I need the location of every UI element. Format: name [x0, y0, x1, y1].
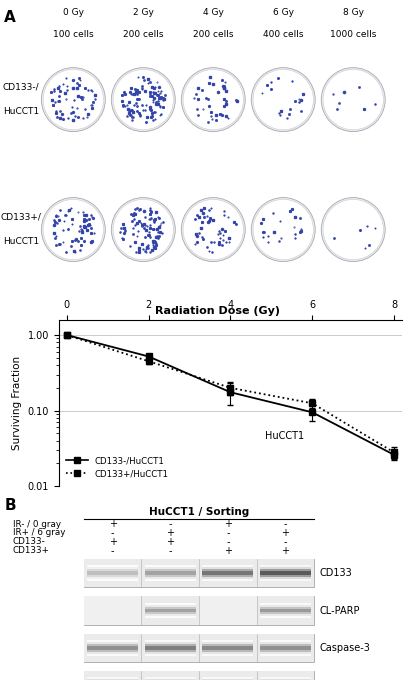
Text: 200 cells: 200 cells — [193, 30, 233, 39]
Text: 0 Gy: 0 Gy — [63, 8, 84, 18]
Ellipse shape — [183, 199, 243, 260]
Ellipse shape — [181, 198, 245, 262]
Ellipse shape — [41, 198, 105, 262]
Text: 100 cells: 100 cells — [53, 30, 93, 39]
Text: 8 Gy: 8 Gy — [343, 8, 364, 18]
Ellipse shape — [253, 69, 313, 130]
Text: CD133-: CD133- — [13, 537, 45, 546]
Text: -: - — [111, 528, 114, 538]
Ellipse shape — [43, 69, 103, 130]
Ellipse shape — [323, 199, 383, 260]
Text: +: + — [166, 528, 174, 538]
Text: +: + — [166, 537, 174, 547]
Text: +: + — [282, 545, 290, 556]
Legend: CD133-/HuCCT1, CD133+/HuCCT1: CD133-/HuCCT1, CD133+/HuCCT1 — [63, 453, 172, 482]
Ellipse shape — [111, 67, 175, 132]
Ellipse shape — [251, 198, 315, 262]
Ellipse shape — [113, 199, 173, 260]
Ellipse shape — [181, 67, 245, 132]
Text: -: - — [168, 519, 172, 529]
Text: IR+ / 6 gray: IR+ / 6 gray — [13, 528, 65, 537]
Y-axis label: Surviving Fraction: Surviving Fraction — [12, 356, 22, 450]
Text: A: A — [4, 10, 16, 25]
Text: -: - — [284, 537, 287, 547]
Ellipse shape — [41, 67, 105, 132]
Ellipse shape — [43, 199, 103, 260]
Ellipse shape — [253, 199, 313, 260]
Ellipse shape — [251, 67, 315, 132]
Text: -: - — [284, 519, 287, 529]
Text: +: + — [224, 545, 232, 556]
Text: 6 Gy: 6 Gy — [273, 8, 294, 18]
Text: 4 Gy: 4 Gy — [203, 8, 224, 18]
Text: CD133+: CD133+ — [13, 546, 49, 555]
Ellipse shape — [321, 67, 385, 132]
Text: Radiation Dose (Gy): Radiation Dose (Gy) — [155, 306, 280, 316]
Text: CD133+/: CD133+/ — [0, 213, 41, 222]
Text: CL-PARP: CL-PARP — [320, 605, 360, 615]
Text: -: - — [111, 545, 114, 556]
Text: +: + — [109, 519, 116, 529]
Ellipse shape — [113, 69, 173, 130]
Text: 1000 cells: 1000 cells — [330, 30, 376, 39]
Text: 200 cells: 200 cells — [123, 30, 163, 39]
Text: CD133-/: CD133-/ — [3, 83, 39, 92]
Text: HuCCT1: HuCCT1 — [265, 431, 304, 441]
Text: +: + — [224, 519, 232, 529]
Ellipse shape — [183, 69, 243, 130]
Ellipse shape — [323, 69, 383, 130]
Text: 400 cells: 400 cells — [263, 30, 303, 39]
Text: Caspase-3: Caspase-3 — [320, 643, 370, 653]
Text: HuCCT1: HuCCT1 — [3, 107, 39, 116]
Text: +: + — [282, 528, 290, 538]
Text: IR- / 0 gray: IR- / 0 gray — [13, 520, 61, 528]
Text: +: + — [109, 537, 116, 547]
Ellipse shape — [321, 198, 385, 262]
Text: CD133: CD133 — [320, 568, 352, 578]
Text: -: - — [168, 545, 172, 556]
Text: -: - — [226, 537, 230, 547]
Text: HuCCT1: HuCCT1 — [3, 237, 39, 246]
Text: HuCCT1 / Sorting: HuCCT1 / Sorting — [149, 507, 249, 517]
Text: B: B — [4, 498, 16, 513]
Ellipse shape — [111, 198, 175, 262]
Text: -: - — [226, 528, 230, 538]
Text: 2 Gy: 2 Gy — [133, 8, 154, 18]
